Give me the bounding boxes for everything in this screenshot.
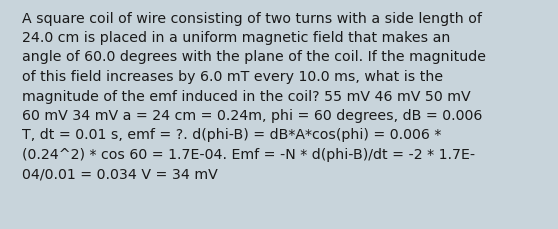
Text: A square coil of wire consisting of two turns with a side length of
24.0 cm is p: A square coil of wire consisting of two … bbox=[22, 11, 487, 181]
